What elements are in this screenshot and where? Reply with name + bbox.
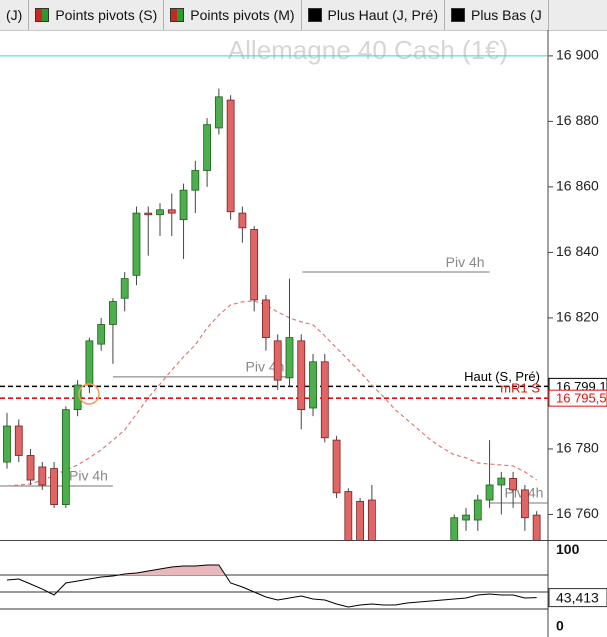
- price-box-label: 16 795,5: [556, 391, 607, 406]
- candle-body: [262, 299, 270, 338]
- price-box: [548, 389, 607, 407]
- candle-body: [167, 209, 176, 214]
- tab-label: Points pivots (M): [190, 7, 295, 23]
- indicator-tick-label: 0: [556, 618, 564, 634]
- tab: Plus Haut (J, Pré): [302, 0, 445, 30]
- candle-body: [14, 425, 23, 456]
- candle-body: [309, 361, 317, 409]
- candle-body: [191, 170, 200, 191]
- candle-body: [297, 340, 306, 411]
- level-label: mR1 S: [500, 381, 540, 396]
- y-tick-label: 16 840: [556, 243, 599, 259]
- indicator-tick-label: 100: [556, 541, 580, 557]
- candle-body: [38, 466, 47, 486]
- candle-body: [332, 439, 341, 494]
- candle-body: [320, 361, 329, 439]
- y-tick-label: 16 860: [556, 178, 599, 194]
- candle-body: [85, 340, 94, 386]
- pivot-label: Piv 4h: [69, 468, 108, 484]
- candle-body: [61, 409, 70, 506]
- candle-body: [120, 278, 129, 299]
- tab-icon: [170, 8, 185, 22]
- y-tick-label: 16 820: [556, 309, 599, 325]
- indicator-box: [548, 588, 607, 608]
- candle-body: [450, 517, 459, 540]
- signal-marker: [78, 383, 100, 405]
- indicator-line: [6, 564, 537, 608]
- indicator-fill: [7, 564, 537, 575]
- candle-body: [238, 212, 247, 229]
- tab: Points pivots (M): [164, 0, 302, 30]
- moving-average: [6, 300, 537, 487]
- y-tick-label: 16 900: [556, 47, 599, 63]
- tab-label: Points pivots (S): [55, 7, 158, 23]
- tab: Plus Bas (J: [445, 0, 549, 30]
- candle-body: [214, 96, 223, 129]
- candle-body: [226, 99, 235, 213]
- candle-body: [497, 477, 506, 486]
- candle-body: [132, 212, 141, 276]
- candle-body: [26, 455, 35, 481]
- icon-part: [308, 9, 321, 21]
- tab: Points pivots (S): [29, 0, 165, 30]
- pivot-label: Piv 4h: [446, 254, 485, 270]
- toolbar: (J) Points pivots (S) Points pivots (M) Plu…: [0, 0, 607, 31]
- indicator-last-label: 43,413: [556, 589, 599, 605]
- y-tick-label: 16 780: [556, 440, 599, 456]
- chart-title: Allemagne 40 Cash (1€): [228, 35, 508, 65]
- indicator-pane: [0, 564, 548, 610]
- icon-part: [171, 9, 178, 21]
- candle-body: [462, 514, 470, 521]
- tab-label: Plus Bas (J: [471, 7, 542, 23]
- candle-body: [250, 229, 259, 301]
- tab: (J): [0, 0, 30, 30]
- candle-body: [356, 500, 365, 540]
- tab-icon: [307, 8, 322, 22]
- candle-body: [285, 337, 294, 379]
- tab-label: Plus Haut (J, Pré): [327, 7, 438, 23]
- candle-body: [273, 340, 282, 381]
- candle-body: [509, 478, 518, 491]
- tab-label: (J): [6, 7, 23, 23]
- icon-part: [42, 9, 49, 21]
- level-label: Haut (S, Pré): [464, 369, 540, 384]
- candle-body: [485, 484, 494, 501]
- tab-icon: [35, 8, 50, 22]
- candle-body: [73, 384, 82, 411]
- candle-body: [520, 489, 529, 519]
- candle-body: [109, 301, 117, 325]
- y-tick-label: 16 880: [556, 112, 599, 128]
- candle-body: [203, 124, 211, 171]
- icon-part: [36, 9, 43, 21]
- candle-body: [367, 499, 376, 540]
- candle-body: [179, 189, 188, 221]
- candle-body: [156, 209, 164, 216]
- icon-part: [177, 9, 184, 21]
- candle-body: [473, 499, 482, 521]
- y-tick-label: 16 760: [556, 505, 599, 521]
- tab-icon: [451, 8, 465, 22]
- candle-body: [50, 468, 58, 506]
- candle-body: [144, 212, 153, 216]
- price-axis: 16 760 16 780 16 820 16 840 16 860 16 880 16 9…: [548, 47, 607, 634]
- candle-body: [344, 491, 353, 540]
- candle-body: [3, 425, 11, 463]
- candle-body: [97, 324, 106, 345]
- icon-part: [452, 9, 464, 21]
- candle-body: [532, 514, 541, 540]
